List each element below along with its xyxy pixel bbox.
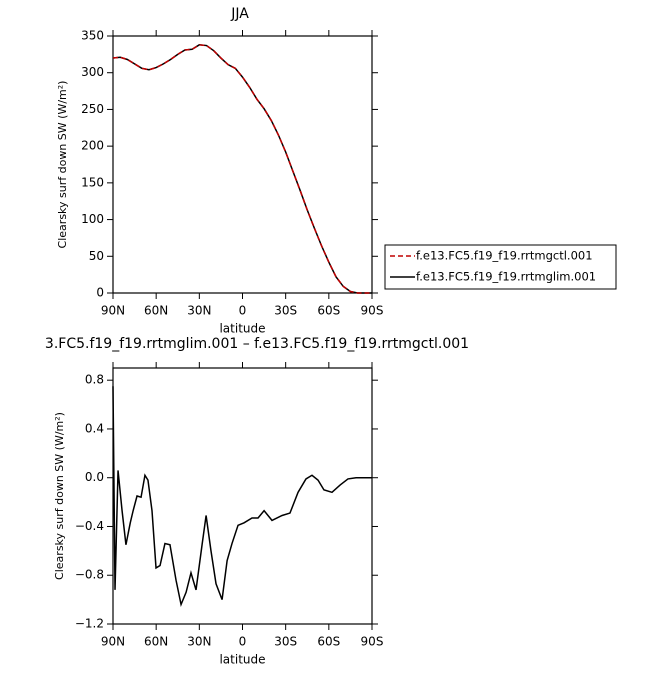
y-tick-label: 350 <box>81 29 104 43</box>
y-tick-label: 0.8 <box>85 373 104 387</box>
x-tick-label: 90S <box>361 304 384 318</box>
y-tick-label: 50 <box>89 249 104 263</box>
y-tick-label: 250 <box>81 102 104 116</box>
x-tick-label: 30N <box>187 635 211 649</box>
x-tick-label: 90N <box>101 635 125 649</box>
x-tick-label: 0 <box>239 304 247 318</box>
chart-title: 3.FC5.f19_f19.rrtmglim.001 – f.e13.FC5.f… <box>45 336 469 352</box>
x-tick-label: 60S <box>317 304 340 318</box>
y-tick-label: 0 <box>96 286 104 300</box>
y-axis-label: Clearsky surf down SW (W/m²) <box>53 412 66 580</box>
y-tick-label: 300 <box>81 65 104 79</box>
data-line <box>112 44 372 294</box>
chart-title: JJA <box>230 6 249 22</box>
legend-box <box>384 244 617 290</box>
x-tick-label: 60S <box>317 635 340 649</box>
y-tick-label: 0.0 <box>85 470 104 484</box>
y-tick-label: −0.8 <box>75 568 104 582</box>
y-axis-label: Clearsky surf down SW (W/m²) <box>56 81 69 249</box>
x-axis-label: latitude <box>219 653 265 667</box>
x-tick-label: 30S <box>274 304 297 318</box>
legend-label: f.e13.FC5.f19_f19.rrtmgctl.001 <box>416 249 593 263</box>
y-tick-label: −0.4 <box>75 519 104 533</box>
y-tick-label: 0.4 <box>85 421 104 435</box>
x-tick-label: 0 <box>239 635 247 649</box>
plot-frame <box>112 35 373 294</box>
data-line <box>112 386 372 608</box>
legend-label: f.e13.FC5.f19_f19.rrtmglim.001 <box>416 270 596 284</box>
x-tick-label: 30N <box>187 304 211 318</box>
y-tick-label: 150 <box>81 175 104 189</box>
x-tick-label: 60N <box>144 635 168 649</box>
y-tick-label: −1.2 <box>75 617 104 631</box>
y-tick-label: 200 <box>81 139 104 153</box>
plot-frame <box>112 367 373 625</box>
data-line <box>112 44 372 294</box>
x-tick-label: 30S <box>274 635 297 649</box>
x-tick-label: 60N <box>144 304 168 318</box>
x-tick-label: 90S <box>361 635 384 649</box>
x-tick-label: 90N <box>101 304 125 318</box>
x-axis-label: latitude <box>219 322 265 336</box>
y-tick-label: 100 <box>81 212 104 226</box>
